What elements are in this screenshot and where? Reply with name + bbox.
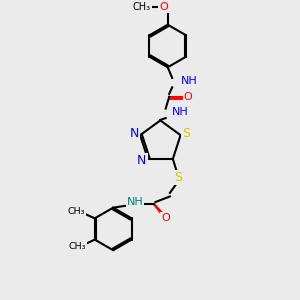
- Text: NH: NH: [127, 197, 143, 207]
- Text: NH: NH: [180, 76, 197, 86]
- Text: S: S: [182, 128, 190, 140]
- Text: S: S: [174, 171, 182, 184]
- Text: N: N: [130, 128, 139, 140]
- Text: CH₃: CH₃: [69, 242, 86, 251]
- Text: O: O: [161, 213, 170, 223]
- Text: CH₃: CH₃: [133, 2, 151, 12]
- Text: O: O: [159, 2, 168, 12]
- Text: O: O: [183, 92, 192, 102]
- Text: NH: NH: [172, 107, 189, 117]
- Text: CH₃: CH₃: [68, 207, 85, 216]
- Text: N: N: [137, 154, 147, 166]
